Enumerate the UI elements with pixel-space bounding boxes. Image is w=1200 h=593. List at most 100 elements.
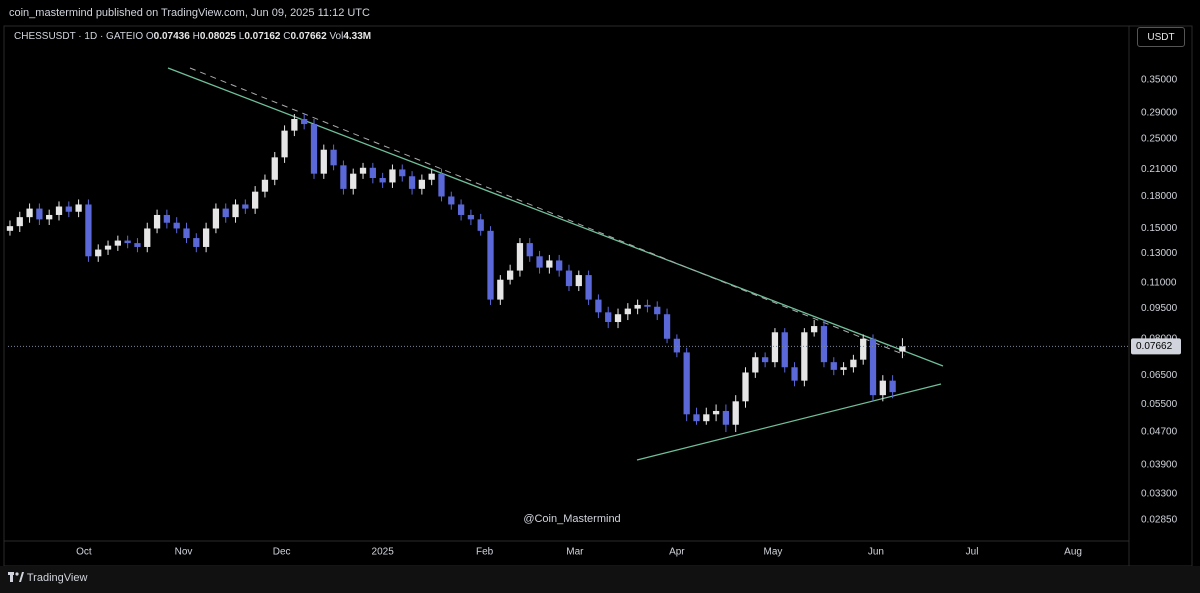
candle-body bbox=[46, 214, 53, 220]
x-tick-label: Feb bbox=[476, 547, 494, 558]
candle-body bbox=[124, 240, 131, 244]
y-tick-label: 0.03900 bbox=[1141, 459, 1178, 470]
candle-body bbox=[369, 167, 376, 179]
candle-body bbox=[85, 204, 92, 257]
candle-body bbox=[732, 401, 739, 425]
candle-body bbox=[771, 332, 779, 363]
candle-body bbox=[565, 270, 573, 287]
candle-body bbox=[791, 367, 798, 381]
candle-body bbox=[153, 214, 161, 229]
candle-body bbox=[408, 176, 416, 189]
candle-body bbox=[526, 243, 533, 257]
x-tick-label: Aug bbox=[1064, 547, 1082, 558]
candle-body bbox=[173, 222, 180, 229]
candle-body bbox=[654, 306, 661, 315]
candle-body bbox=[487, 230, 494, 300]
candle-body bbox=[271, 157, 278, 180]
legend-label: C bbox=[283, 31, 291, 42]
legend-label: O bbox=[145, 31, 154, 42]
x-tick-label: Dec bbox=[273, 547, 291, 558]
candle-body bbox=[183, 228, 190, 239]
y-tick-label: 0.05500 bbox=[1141, 399, 1178, 410]
candle-body bbox=[340, 165, 347, 189]
candle-body bbox=[379, 178, 386, 183]
candle-body bbox=[712, 410, 720, 415]
candle-body bbox=[36, 208, 43, 220]
candle-body bbox=[448, 196, 455, 205]
candle-body bbox=[222, 208, 229, 218]
candle-body bbox=[722, 410, 730, 425]
y-tick-label: 0.04700 bbox=[1141, 427, 1178, 438]
candle-body bbox=[242, 204, 249, 209]
candle-body bbox=[860, 338, 867, 360]
legend-value: 0.07162 bbox=[244, 31, 281, 42]
x-tick-label: Apr bbox=[669, 547, 685, 558]
candle-body bbox=[320, 149, 327, 174]
candle-body bbox=[212, 208, 220, 229]
y-tick-label: 0.02850 bbox=[1141, 514, 1178, 525]
candle-body bbox=[477, 219, 484, 231]
candle-body bbox=[6, 226, 14, 231]
candle-body bbox=[95, 249, 102, 257]
candle-body bbox=[359, 167, 367, 174]
candle-body bbox=[350, 173, 357, 189]
legend-value: 0.07436 bbox=[153, 31, 190, 42]
last-price-box bbox=[1131, 338, 1181, 355]
candle-body bbox=[252, 191, 259, 209]
y-tick-label: 0.13000 bbox=[1141, 248, 1178, 259]
legend-value: 0.07662 bbox=[290, 31, 327, 42]
candle-body bbox=[261, 179, 269, 192]
candle-body bbox=[281, 130, 288, 158]
candle-body bbox=[536, 256, 543, 268]
logo-icon bbox=[8, 572, 24, 582]
upper-trendline bbox=[167, 67, 944, 367]
candle-body bbox=[801, 332, 808, 381]
x-tick-label: Jul bbox=[966, 547, 979, 558]
candle-body bbox=[556, 260, 563, 271]
candle-body bbox=[624, 308, 631, 315]
y-tick-label: 0.21000 bbox=[1141, 164, 1178, 175]
last-price-label: 0.07662 bbox=[1136, 341, 1173, 352]
y-tick-label: 0.03300 bbox=[1141, 489, 1178, 500]
legend-label: Vol bbox=[329, 31, 344, 42]
candle-body bbox=[693, 414, 700, 422]
y-tick-label: 0.15000 bbox=[1141, 223, 1178, 234]
candle-body bbox=[163, 214, 171, 223]
candle-body bbox=[301, 118, 308, 125]
x-tick-label: 2025 bbox=[372, 547, 395, 558]
candle-body bbox=[428, 173, 435, 180]
candle-body bbox=[134, 243, 141, 247]
candle-body bbox=[879, 380, 886, 396]
symbol: CHESSUSDT · 1D · GATEIO bbox=[14, 31, 144, 42]
candle-body bbox=[703, 414, 710, 422]
candle-body bbox=[144, 228, 151, 247]
x-tick-label: May bbox=[764, 547, 783, 558]
candle-body bbox=[65, 206, 72, 212]
y-tick-label: 0.25000 bbox=[1141, 134, 1178, 145]
y-tick-label: 0.06500 bbox=[1141, 370, 1178, 381]
candle-body bbox=[193, 238, 200, 247]
publish-bar: coin_mastermind published on TradingView… bbox=[0, 0, 1200, 26]
candle-body bbox=[752, 357, 759, 373]
watermark: @Coin_Mastermind bbox=[523, 513, 620, 525]
candle-body bbox=[742, 372, 749, 402]
dashed-trendline bbox=[189, 67, 906, 356]
candle-body bbox=[869, 338, 877, 396]
candle-body bbox=[232, 204, 239, 218]
candle-body bbox=[55, 206, 63, 215]
candle-body bbox=[830, 362, 837, 370]
x-tick-label: Mar bbox=[566, 547, 584, 558]
candle-body bbox=[330, 149, 337, 166]
currency-button[interactable]: USDT bbox=[1137, 27, 1185, 47]
x-tick-label: Nov bbox=[175, 547, 193, 558]
candle-body bbox=[291, 118, 298, 131]
candle-body bbox=[585, 275, 592, 300]
candle-body bbox=[899, 346, 906, 352]
chart: @Coin_Mastermind 0.35000 0.29000 0.25000 0.… bbox=[3, 25, 1193, 566]
candle-body bbox=[614, 314, 622, 323]
lower-trendline bbox=[636, 383, 942, 461]
candle-body bbox=[114, 240, 121, 246]
candle-body bbox=[781, 332, 788, 368]
candle-body bbox=[202, 228, 210, 247]
